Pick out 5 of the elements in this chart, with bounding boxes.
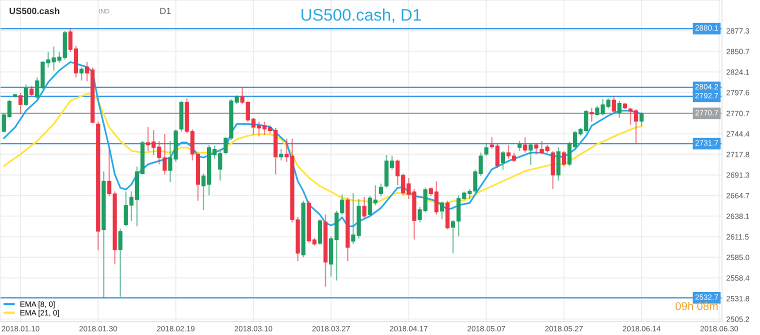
line-series (3, 61, 642, 228)
annotation: 09h 08m (676, 302, 718, 310)
annotation: D1 (160, 8, 171, 14)
chart-title: US500.cash, D1 (302, 8, 421, 23)
annotation: US500.cash (10, 8, 60, 14)
